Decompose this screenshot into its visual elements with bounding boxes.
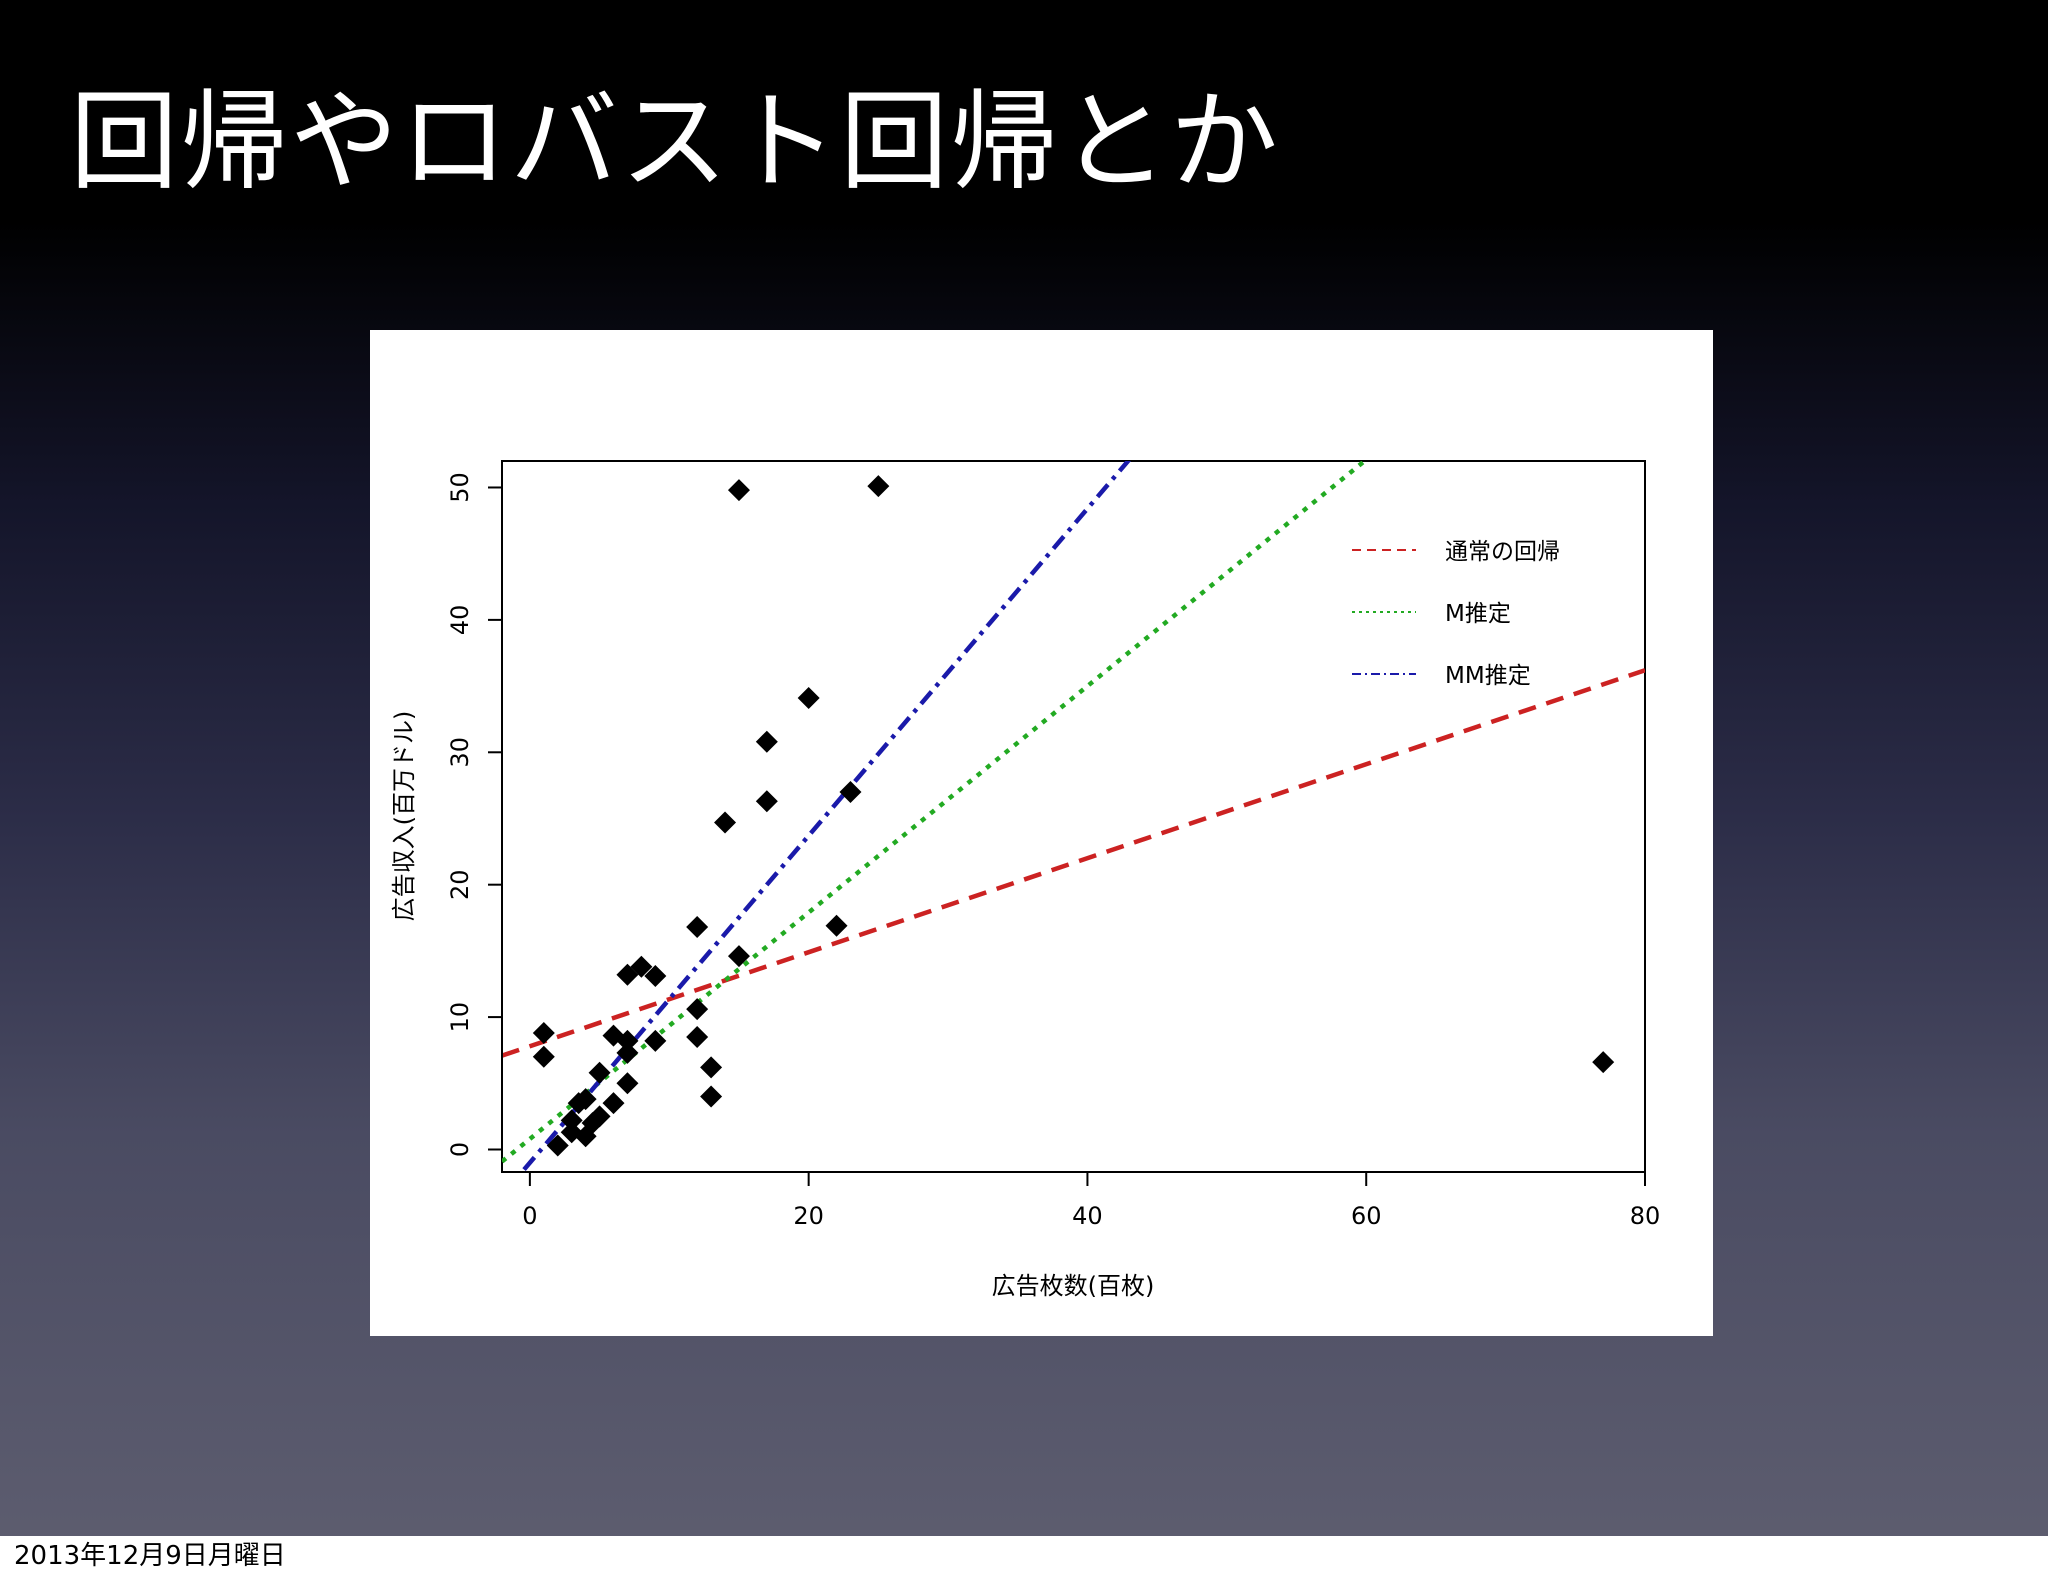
data-point bbox=[714, 811, 737, 834]
data-point bbox=[686, 1025, 709, 1048]
x-tick-label: 60 bbox=[1351, 1202, 1382, 1230]
y-tick-label: 0 bbox=[446, 1142, 474, 1157]
data-point bbox=[727, 479, 750, 502]
data-point bbox=[602, 1092, 625, 1115]
data-point bbox=[825, 914, 848, 937]
data-point bbox=[546, 1134, 569, 1157]
data-point bbox=[560, 1109, 583, 1132]
data-point bbox=[700, 1085, 723, 1108]
x-tick-label: 0 bbox=[522, 1202, 537, 1230]
data-point bbox=[616, 1072, 639, 1095]
y-tick-label: 40 bbox=[446, 605, 474, 636]
plot-frame bbox=[501, 460, 1646, 1173]
data-point bbox=[755, 790, 778, 813]
data-point bbox=[797, 687, 820, 709]
data-point bbox=[588, 1061, 611, 1084]
data-point bbox=[616, 1041, 639, 1064]
data-point bbox=[755, 730, 778, 753]
data-point bbox=[867, 475, 890, 498]
data-point bbox=[574, 1088, 597, 1111]
y-axis-label: 広告収入(百万ドル) bbox=[390, 711, 418, 922]
regression-line bbox=[519, 461, 1132, 1172]
x-tick-label: 20 bbox=[793, 1202, 824, 1230]
legend: 通常の回帰 M推定 MM推定 bbox=[1352, 539, 1560, 689]
data-point bbox=[644, 965, 667, 988]
x-tick-label: 40 bbox=[1072, 1202, 1103, 1230]
data-point bbox=[644, 1029, 667, 1052]
data-point bbox=[700, 1056, 723, 1079]
y-tick-label: 30 bbox=[446, 737, 474, 768]
data-point bbox=[532, 1021, 555, 1044]
data-point bbox=[588, 1105, 611, 1128]
x-tick-label: 80 bbox=[1630, 1202, 1661, 1230]
data-point bbox=[686, 998, 709, 1021]
y-tick-label: 50 bbox=[446, 472, 474, 503]
legend-label: MM推定 bbox=[1445, 663, 1531, 689]
data-point bbox=[839, 781, 862, 804]
data-point bbox=[727, 945, 750, 968]
data-point bbox=[616, 1029, 639, 1052]
regression-line bbox=[502, 461, 1369, 1164]
data-point bbox=[1592, 1051, 1615, 1074]
scatter-plot: 0 20 40 60 80 0 10 20 30 40 50 広告枚数(百枚) 広告収入(百万ドル… bbox=[390, 460, 1661, 1300]
chart-panel: 0 20 40 60 80 0 10 20 30 40 50 広告枚数(百枚) 広告収入(百万ドル… bbox=[370, 330, 1713, 1336]
data-point bbox=[630, 955, 653, 978]
y-tick-label: 20 bbox=[446, 869, 474, 900]
regression-line bbox=[502, 668, 1645, 1058]
y-tick-label: 10 bbox=[446, 1002, 474, 1033]
footer-date: 2013年12月9日月曜日 bbox=[0, 1536, 2048, 1576]
legend-label: M推定 bbox=[1445, 601, 1511, 627]
slide-title: 回帰やロバスト回帰とか bbox=[70, 80, 1281, 205]
legend-label: 通常の回帰 bbox=[1445, 539, 1560, 565]
data-point bbox=[602, 1024, 625, 1047]
data-point bbox=[532, 1045, 555, 1068]
x-axis-label: 広告枚数(百枚) bbox=[992, 1272, 1155, 1300]
data-point bbox=[686, 916, 709, 939]
